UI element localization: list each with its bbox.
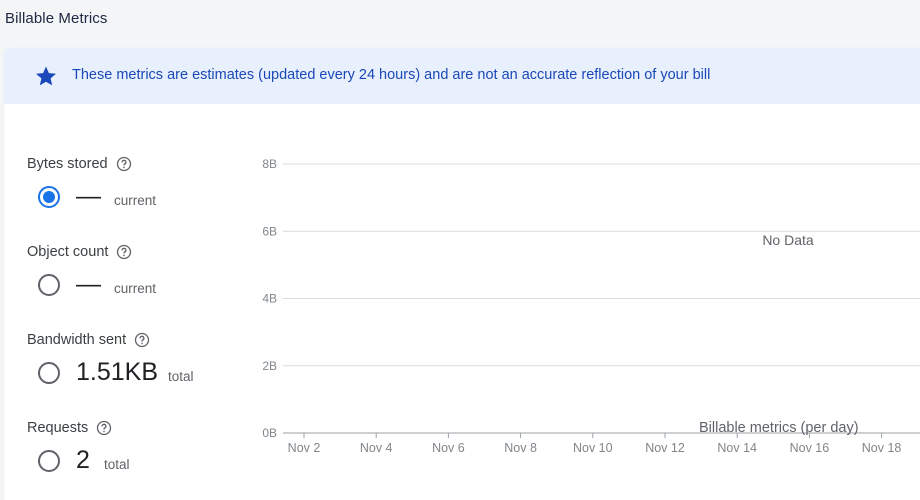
metric-value-bytes-stored: — [76, 182, 101, 210]
help-icon[interactable] [96, 420, 112, 436]
x-tick-label: Nov 4 [360, 441, 393, 455]
x-tick-label: Nov 6 [432, 441, 465, 455]
y-tick-label: 2B [262, 359, 277, 373]
x-tick-label: Nov 16 [790, 441, 830, 455]
banner-text: These metrics are estimates (updated eve… [72, 67, 711, 83]
metric-label-bytes-stored: Bytes stored [27, 156, 132, 172]
radio-bandwidth-sent[interactable] [38, 362, 60, 384]
metric-label-text: Bandwidth sent [27, 332, 127, 348]
help-icon[interactable] [116, 244, 132, 260]
y-tick-label: 6B [262, 224, 277, 238]
metric-label-text: Bytes stored [27, 156, 108, 172]
metric-label-bandwidth-sent: Bandwidth sent [27, 332, 150, 348]
metric-suffix-bytes-stored: current [114, 193, 157, 208]
metric-label-object-count: Object count [27, 244, 132, 260]
y-tick-label: 4B [262, 292, 277, 306]
metric-label-text: Requests [27, 420, 89, 436]
billable-metrics-card: These metrics are estimates (updated eve… [4, 48, 920, 500]
estimate-banner: These metrics are estimates (updated eve… [4, 48, 920, 104]
metric-label-text: Object count [27, 244, 109, 260]
radio-bytes-stored[interactable] [38, 186, 60, 208]
radio-requests[interactable] [38, 450, 60, 472]
help-icon[interactable] [134, 332, 150, 348]
chart-x-axis-title: Billable metrics (per day) [699, 420, 859, 436]
star-icon [36, 66, 56, 86]
x-tick-label: Nov 18 [862, 441, 902, 455]
x-tick-label: Nov 14 [717, 441, 757, 455]
metric-suffix-object-count: current [114, 281, 157, 296]
x-tick-label: Nov 12 [645, 441, 685, 455]
metric-suffix-bandwidth-sent: total [168, 369, 194, 384]
x-tick-label: Nov 2 [288, 441, 321, 455]
x-tick-label: Nov 8 [504, 441, 537, 455]
metric-value-requests: 2 [76, 446, 90, 474]
y-tick-label: 0B [262, 426, 277, 440]
help-icon[interactable] [116, 156, 132, 172]
no-data-label: No Data [738, 232, 838, 248]
radio-object-count[interactable] [38, 274, 60, 296]
metric-value-bandwidth-sent: 1.51KB [76, 358, 159, 386]
metric-value-object-count: — [76, 270, 101, 298]
metric-label-requests: Requests [27, 420, 112, 436]
page-title: Billable Metrics [5, 10, 108, 27]
metric-suffix-requests: total [104, 457, 130, 472]
y-tick-label: 8B [262, 157, 277, 171]
x-tick-label: Nov 10 [573, 441, 613, 455]
